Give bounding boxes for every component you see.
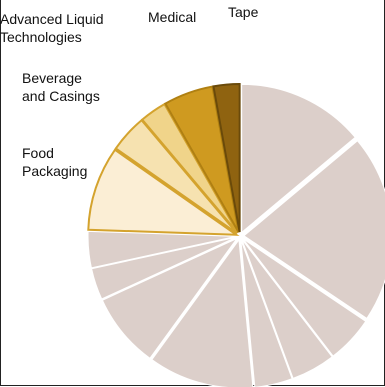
pie-slice-advanced-liquid-technologies: [140, 102, 239, 234]
pie-slice-9: [87, 230, 237, 269]
label-beverage-and-casings: Beverage and Casings: [22, 70, 100, 104]
label-food-packaging: Food Packaging: [22, 145, 87, 179]
pie-slice-medical: [164, 85, 240, 233]
pie-slice-2: [243, 140, 385, 320]
pie-slice-tape: [212, 83, 241, 233]
pie-slice-food-packaging: [87, 148, 240, 236]
pie-slice-4: [241, 239, 333, 380]
pie-slice-6: [151, 238, 254, 387]
label-advanced-liquid-technologies: Advanced Liquid Technologies: [0, 11, 104, 45]
label-medical: Medical: [148, 9, 196, 25]
pie-slice-5: [240, 239, 293, 387]
label-tape: Tape: [228, 4, 259, 20]
pie-slice-7: [101, 237, 239, 359]
pie-slice-3: [242, 238, 367, 357]
pie-slice-8: [90, 236, 237, 300]
pie-slice-1: [241, 83, 356, 234]
